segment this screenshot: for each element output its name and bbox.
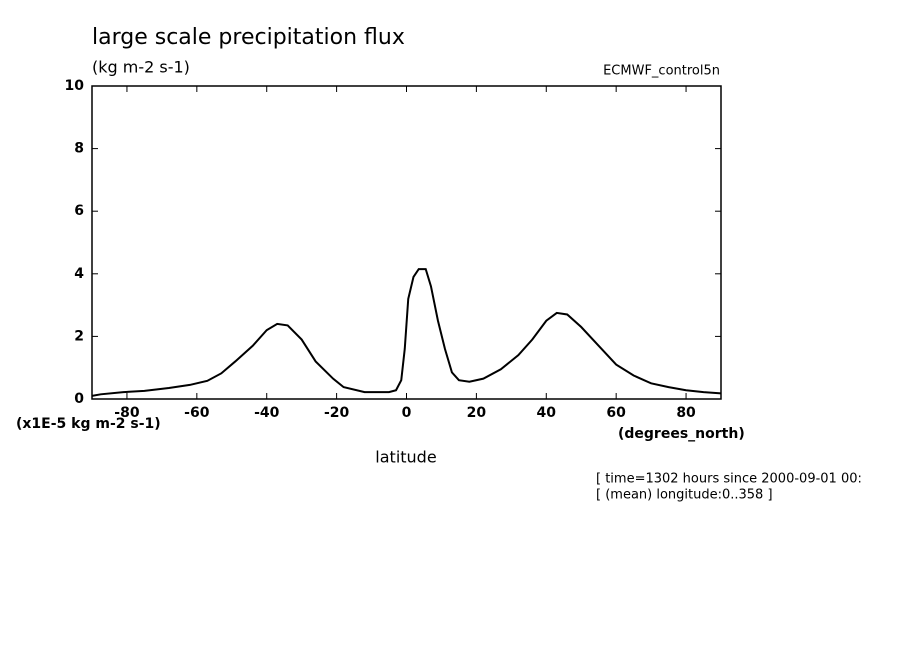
x-tick-label: 40 bbox=[537, 405, 557, 421]
plot-frame bbox=[91, 85, 722, 400]
x-tick-label: -80 bbox=[114, 405, 140, 421]
y-tick-label: 2 bbox=[74, 328, 84, 344]
chart-title: large scale precipitation flux bbox=[92, 25, 405, 50]
y-tick-label: 6 bbox=[74, 203, 84, 219]
x-tick-label: -40 bbox=[254, 405, 280, 421]
x-axis-title: latitude bbox=[375, 448, 436, 467]
x-tick-label: -20 bbox=[324, 405, 350, 421]
x-tick-label: -60 bbox=[184, 405, 210, 421]
data-line bbox=[91, 268, 722, 397]
note: [ time=1302 hours since 2000-09-01 00: bbox=[596, 472, 862, 487]
x-tick-label: 20 bbox=[467, 405, 487, 421]
y-tick-label: 4 bbox=[74, 266, 84, 282]
x-tick-label: 60 bbox=[606, 405, 626, 421]
chart-subtitle: (kg m-2 s-1) bbox=[92, 58, 190, 77]
y-tick-label: 0 bbox=[74, 391, 84, 407]
dataset-label: ECMWF_control5n bbox=[603, 64, 720, 79]
y-scale-label: (x1E-5 kg m-2 s-1) bbox=[16, 416, 161, 432]
x-units: (degrees_north) bbox=[618, 426, 745, 442]
y-tick-label: 8 bbox=[74, 141, 84, 157]
note: [ (mean) longitude:0..358 ] bbox=[596, 488, 773, 503]
x-tick-label: 0 bbox=[402, 405, 412, 421]
y-tick-label: 10 bbox=[65, 78, 85, 94]
x-tick-label: 80 bbox=[676, 405, 696, 421]
